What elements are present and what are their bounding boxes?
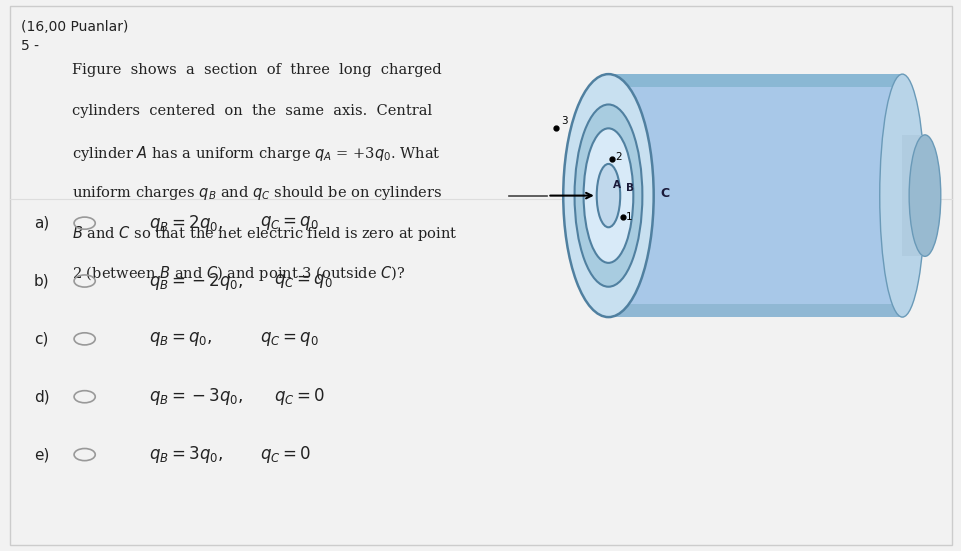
Polygon shape (607, 74, 901, 87)
Ellipse shape (563, 74, 653, 317)
Text: cylinder $A$ has a uniform charge $q_A$ = +3$q_0$. What: cylinder $A$ has a uniform charge $q_A$ … (72, 144, 440, 163)
Polygon shape (607, 304, 901, 317)
Ellipse shape (583, 128, 632, 263)
Text: $q_B = 2q_0,$: $q_B = 2q_0,$ (149, 213, 223, 234)
Text: $q_C = q_0$: $q_C = q_0$ (259, 214, 318, 232)
Text: $q_B = -2q_0,$: $q_B = -2q_0,$ (149, 271, 243, 291)
Text: d): d) (34, 389, 49, 404)
Text: a): a) (34, 215, 49, 231)
Text: uniform charges $q_B$ and $q_C$ should be on cylinders: uniform charges $q_B$ and $q_C$ should b… (72, 184, 442, 202)
Polygon shape (607, 74, 901, 317)
Text: $q_C = 0$: $q_C = 0$ (259, 444, 310, 465)
Text: $q_C = q_0$: $q_C = q_0$ (259, 330, 318, 348)
Text: Figure  shows  a  section  of  three  long  charged: Figure shows a section of three long cha… (72, 63, 441, 77)
Text: $q_B = -3q_0,$: $q_B = -3q_0,$ (149, 386, 243, 407)
Text: $B$ and $C$ so that the net electric field is zero at point: $B$ and $C$ so that the net electric fie… (72, 224, 457, 243)
Text: 1: 1 (625, 212, 631, 222)
FancyBboxPatch shape (10, 6, 951, 545)
Ellipse shape (596, 164, 620, 227)
Text: 3: 3 (560, 116, 567, 126)
Ellipse shape (878, 74, 924, 317)
Text: A: A (612, 180, 621, 190)
Text: 2 (between $B$ and $C$) and point 3 (outside $C$)?: 2 (between $B$ and $C$) and point 3 (out… (72, 264, 406, 283)
Text: $q_B = q_0,$: $q_B = q_0,$ (149, 330, 212, 348)
Text: B: B (625, 183, 633, 193)
Text: cylinders  centered  on  the  same  axis.  Central: cylinders centered on the same axis. Cen… (72, 104, 431, 117)
Text: $q_C = q_0$: $q_C = q_0$ (274, 272, 333, 290)
Ellipse shape (574, 105, 642, 287)
Text: $q_C = 0$: $q_C = 0$ (274, 386, 325, 407)
Text: 5 -: 5 - (21, 39, 39, 52)
Text: c): c) (34, 331, 48, 347)
Text: (16,00 Puanlar): (16,00 Puanlar) (21, 20, 129, 34)
Text: b): b) (34, 273, 49, 289)
Ellipse shape (908, 135, 940, 256)
Text: $q_B = 3q_0,$: $q_B = 3q_0,$ (149, 444, 223, 465)
Text: 2: 2 (614, 153, 621, 163)
Text: e): e) (34, 447, 49, 462)
Polygon shape (901, 135, 924, 256)
Text: C: C (660, 187, 669, 200)
